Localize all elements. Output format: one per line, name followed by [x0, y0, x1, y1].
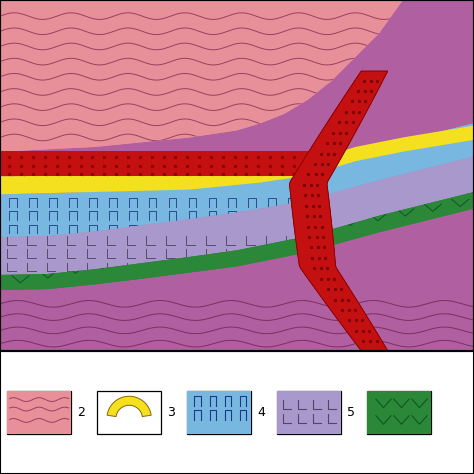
Bar [367, 391, 431, 434]
Bar [7, 391, 71, 434]
Polygon shape [0, 156, 474, 275]
Polygon shape [0, 126, 474, 194]
Bar [7, 391, 71, 434]
Bar [277, 391, 341, 434]
Text: 4: 4 [257, 406, 265, 419]
Polygon shape [0, 151, 310, 176]
Polygon shape [0, 0, 474, 152]
Text: 3: 3 [167, 406, 175, 419]
Polygon shape [0, 0, 474, 351]
Bar [367, 391, 431, 434]
Polygon shape [290, 71, 388, 351]
Polygon shape [0, 209, 474, 351]
Polygon shape [0, 0, 474, 152]
Polygon shape [0, 192, 474, 290]
Text: 2: 2 [77, 406, 85, 419]
Bar [187, 391, 251, 434]
Bar [0, 0, 474, 351]
Polygon shape [290, 71, 388, 351]
Polygon shape [0, 123, 474, 237]
Text: 5: 5 [347, 406, 355, 419]
Polygon shape [0, 123, 474, 237]
Polygon shape [0, 209, 474, 351]
Polygon shape [0, 156, 474, 275]
Polygon shape [107, 396, 151, 417]
Polygon shape [0, 151, 310, 176]
Polygon shape [0, 192, 474, 290]
Bar [277, 391, 341, 434]
Bar [97, 391, 161, 434]
Bar [187, 391, 251, 434]
